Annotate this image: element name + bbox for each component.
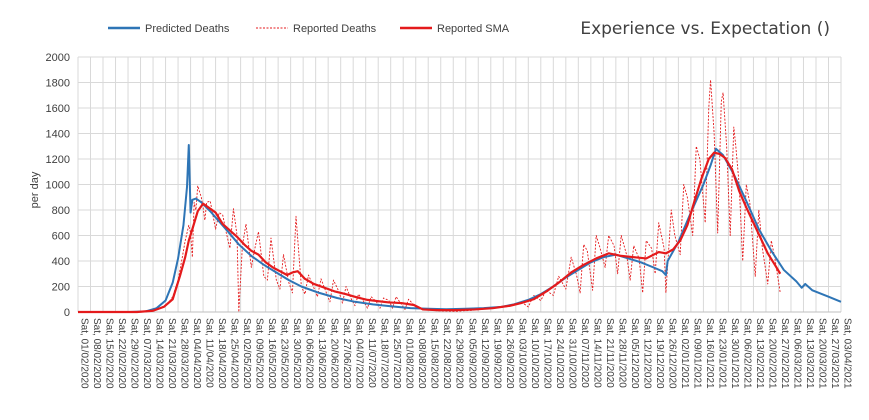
x-tick-label: Sat, 13/06/2020 xyxy=(316,318,327,389)
legend: Predicted Deaths Reported Deaths Reporte… xyxy=(108,23,510,35)
x-tick-label: Sat, 05/12/2020 xyxy=(629,318,640,389)
x-tick-label: Sat, 20/03/2021 xyxy=(816,318,827,389)
x-tick-label: Sat, 11/07/2020 xyxy=(366,318,377,388)
y-tick-label: 1600 xyxy=(46,103,70,115)
y-tick-label: 400 xyxy=(52,256,70,268)
x-tick-label: Sat, 14/03/2020 xyxy=(154,318,165,389)
x-tick-label: Sat, 15/08/2020 xyxy=(429,318,440,389)
x-tick-label: Sat, 28/11/2020 xyxy=(616,318,627,388)
chart-title: Experience vs. Expectation () xyxy=(580,19,830,39)
x-tick-label: Sat, 27/03/2021 xyxy=(829,318,840,389)
legend-item-predicted: Predicted Deaths xyxy=(108,23,230,35)
y-axis-ticks: 0 200 400 600 800 1000 1200 1400 1600 1800 2000 xyxy=(46,52,70,319)
y-tick-label: 0 xyxy=(64,307,70,319)
x-tick-label: Sat, 12/12/2020 xyxy=(641,318,652,389)
x-tick-label: Sat, 23/01/2021 xyxy=(716,318,727,389)
x-tick-label: Sat, 17/10/2020 xyxy=(541,318,552,389)
x-tick-label: Sat, 22/08/2020 xyxy=(441,318,452,389)
x-tick-label: Sat, 02/05/2020 xyxy=(241,318,252,389)
x-tick-label: Sat, 18/07/2020 xyxy=(379,318,390,389)
x-tick-label: Sat, 26/12/2020 xyxy=(666,318,677,389)
y-tick-label: 600 xyxy=(52,231,70,243)
x-tick-label: Sat, 27/06/2020 xyxy=(341,318,352,389)
y-tick-label: 1400 xyxy=(46,129,70,141)
x-tick-label: Sat, 23/05/2020 xyxy=(279,318,290,389)
x-tick-label: Sat, 19/12/2020 xyxy=(654,318,665,389)
x-tick-label: Sat, 22/02/2020 xyxy=(116,318,127,389)
y-tick-label: 1200 xyxy=(46,154,70,166)
legend-label-reported: Reported Deaths xyxy=(293,23,377,35)
x-tick-label: Sat, 06/06/2020 xyxy=(304,318,315,389)
x-tick-label: Sat, 21/11/2020 xyxy=(604,318,615,388)
x-tick-label: Sat, 24/10/2020 xyxy=(554,318,565,389)
y-tick-label: 200 xyxy=(52,282,70,294)
x-tick-label: Sat, 09/05/2020 xyxy=(254,318,265,389)
series-layer xyxy=(78,79,842,314)
x-tick-label: Sat, 30/01/2021 xyxy=(729,318,740,389)
x-tick-label: Sat, 26/09/2020 xyxy=(504,318,515,389)
x-tick-label: Sat, 20/02/2021 xyxy=(766,318,777,389)
legend-label-predicted: Predicted Deaths xyxy=(145,23,230,35)
x-tick-label: Sat, 13/03/2021 xyxy=(804,318,815,389)
series-reported-deaths xyxy=(78,79,781,313)
x-tick-label: Sat, 01/02/2020 xyxy=(79,318,90,389)
x-tick-label: Sat, 15/02/2020 xyxy=(104,318,115,389)
x-tick-label: Sat, 09/01/2021 xyxy=(691,318,702,389)
x-tick-label: Sat, 14/11/2020 xyxy=(591,318,602,388)
x-tick-label: Sat, 20/06/2020 xyxy=(329,318,340,389)
x-tick-label: Sat, 07/11/2020 xyxy=(579,318,590,388)
x-tick-label: Sat, 07/03/2020 xyxy=(141,318,152,389)
x-tick-label: Sat, 06/03/2021 xyxy=(791,318,802,389)
y-tick-label: 2000 xyxy=(46,52,70,64)
legend-label-sma: Reported SMA xyxy=(437,23,510,35)
x-tick-label: Sat, 08/02/2020 xyxy=(91,318,102,389)
x-tick-label: Sat, 16/05/2020 xyxy=(266,318,277,389)
x-tick-label: Sat, 18/04/2020 xyxy=(216,318,227,389)
x-tick-label: Sat, 21/03/2020 xyxy=(166,318,177,389)
x-tick-label: Sat, 27/02/2021 xyxy=(779,318,790,389)
x-tick-label: Sat, 31/10/2020 xyxy=(566,318,577,389)
grid xyxy=(77,56,842,313)
y-tick-label: 1000 xyxy=(46,180,70,192)
x-tick-label: Sat, 28/03/2020 xyxy=(179,318,190,389)
x-tick-label: Sat, 19/09/2020 xyxy=(491,318,502,389)
x-tick-label: Sat, 08/08/2020 xyxy=(416,318,427,389)
x-tick-label: Sat, 16/01/2021 xyxy=(704,318,715,389)
x-tick-label: Sat, 29/08/2020 xyxy=(454,318,465,389)
series-reported-sma xyxy=(78,151,782,314)
x-tick-label: Sat, 06/02/2021 xyxy=(741,318,752,389)
x-tick-label: Sat, 04/07/2020 xyxy=(354,318,365,389)
x-tick-label: Sat, 29/02/2020 xyxy=(129,318,140,389)
x-tick-label: Sat, 30/05/2020 xyxy=(291,318,302,389)
x-tick-label: Sat, 03/04/2021 xyxy=(842,318,853,389)
x-tick-label: Sat, 11/04/2020 xyxy=(204,318,215,388)
y-tick-label: 1800 xyxy=(46,78,70,90)
legend-item-reported: Reported Deaths xyxy=(256,23,377,35)
x-tick-label: Sat, 25/04/2020 xyxy=(229,318,240,389)
legend-item-sma: Reported SMA xyxy=(400,23,510,35)
y-tick-label: 800 xyxy=(52,205,70,217)
x-tick-label: Sat, 13/02/2021 xyxy=(754,318,765,389)
x-tick-label: Sat, 05/09/2020 xyxy=(466,318,477,389)
x-tick-label: Sat, 02/01/2021 xyxy=(679,318,690,389)
x-axis-ticks: Sat, 01/02/2020 Sat, 08/02/2020 Sat, 15/02… xyxy=(79,318,853,389)
x-tick-label: Sat, 25/07/2020 xyxy=(391,318,402,389)
x-tick-label: Sat, 01/08/2020 xyxy=(404,318,415,389)
x-tick-label: Sat, 04/04/2020 xyxy=(191,318,202,389)
x-tick-label: Sat, 03/10/2020 xyxy=(516,318,527,389)
x-tick-label: Sat, 12/09/2020 xyxy=(479,318,490,389)
y-axis-label: per day xyxy=(29,171,41,208)
x-tick-label: Sat, 10/10/2020 xyxy=(529,318,540,389)
